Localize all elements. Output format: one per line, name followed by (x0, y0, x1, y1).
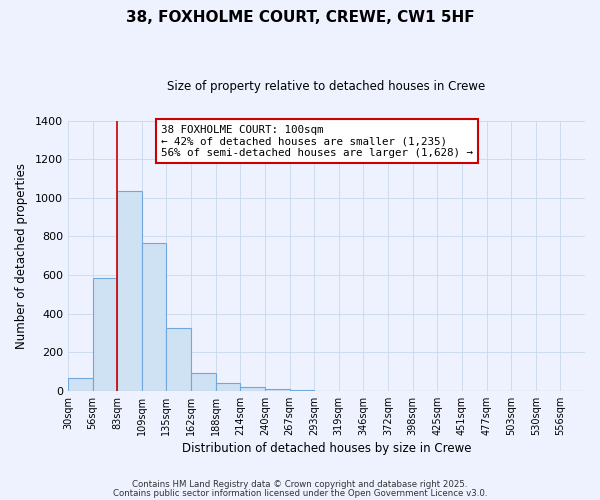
Title: Size of property relative to detached houses in Crewe: Size of property relative to detached ho… (167, 80, 485, 93)
Y-axis label: Number of detached properties: Number of detached properties (15, 162, 28, 348)
Bar (117, 191, 142, 391)
Bar (166, 328, 191, 391)
Bar (191, 374, 215, 391)
Text: Contains public sector information licensed under the Open Government Licence v3: Contains public sector information licen… (113, 488, 487, 498)
Bar (215, 384, 240, 391)
Text: Contains HM Land Registry data © Crown copyright and database right 2025.: Contains HM Land Registry data © Crown c… (132, 480, 468, 489)
Text: 38 FOXHOLME COURT: 100sqm
← 42% of detached houses are smaller (1,235)
56% of se: 38 FOXHOLME COURT: 100sqm ← 42% of detac… (161, 124, 473, 158)
X-axis label: Distribution of detached houses by size in Crewe: Distribution of detached houses by size … (182, 442, 471, 455)
Bar (240, 388, 265, 391)
Bar (68, 378, 92, 391)
Bar (265, 390, 290, 391)
Text: 38, FOXHOLME COURT, CREWE, CW1 5HF: 38, FOXHOLME COURT, CREWE, CW1 5HF (125, 10, 475, 25)
Bar (92, 278, 117, 391)
Bar (142, 243, 166, 391)
